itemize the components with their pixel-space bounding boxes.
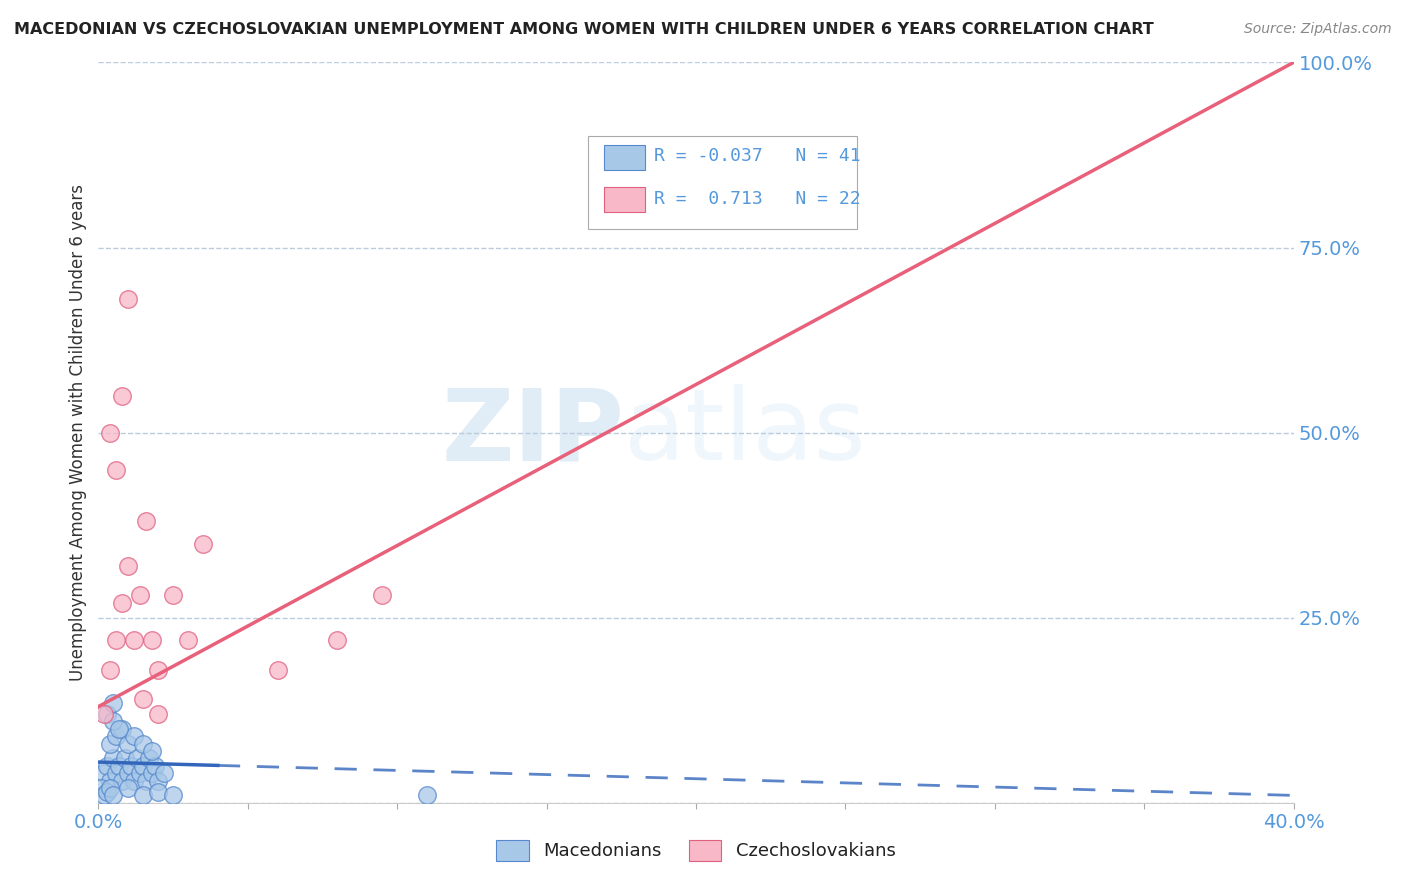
Text: R = -0.037   N = 41: R = -0.037 N = 41 <box>654 147 860 165</box>
Point <box>141 766 163 780</box>
Point <box>114 751 136 765</box>
Text: Source: ZipAtlas.com: Source: ZipAtlas.com <box>1244 22 1392 37</box>
Point <box>148 706 170 721</box>
Point <box>98 737 122 751</box>
Point <box>120 758 142 772</box>
Point <box>129 589 152 603</box>
Point <box>105 632 128 647</box>
Point <box>153 766 176 780</box>
Point <box>132 758 155 772</box>
Point <box>93 766 115 780</box>
Point <box>111 722 134 736</box>
Point <box>98 773 122 788</box>
Point <box>111 773 134 788</box>
Point <box>191 536 214 550</box>
Point <box>93 789 115 803</box>
Text: R =  0.713   N = 22: R = 0.713 N = 22 <box>654 190 860 209</box>
Point <box>148 773 170 788</box>
Point <box>111 388 134 402</box>
Point <box>108 758 131 772</box>
Point <box>105 766 128 780</box>
Text: atlas: atlas <box>624 384 866 481</box>
Point <box>96 758 118 772</box>
Point <box>117 780 139 795</box>
Point <box>96 785 118 799</box>
Point <box>96 706 118 721</box>
Point <box>138 751 160 765</box>
Point <box>117 293 139 307</box>
Point <box>98 663 122 677</box>
Point <box>108 722 131 736</box>
Legend: Macedonians, Czechoslovakians: Macedonians, Czechoslovakians <box>489 832 903 868</box>
Point <box>162 589 184 603</box>
Point <box>129 766 152 780</box>
Point <box>162 789 184 803</box>
Point <box>326 632 349 647</box>
Y-axis label: Unemployment Among Women with Children Under 6 years: Unemployment Among Women with Children U… <box>69 184 87 681</box>
Point <box>124 632 146 647</box>
Point <box>124 729 146 743</box>
Point <box>103 789 125 803</box>
Point <box>148 785 170 799</box>
Point <box>111 596 134 610</box>
FancyBboxPatch shape <box>605 145 644 169</box>
Point <box>103 714 125 729</box>
Point <box>98 425 122 440</box>
Text: ZIP: ZIP <box>441 384 624 481</box>
Point <box>98 780 122 795</box>
Point <box>148 663 170 677</box>
Point <box>132 737 155 751</box>
Point <box>127 751 149 765</box>
Point <box>135 515 157 529</box>
Point <box>267 663 290 677</box>
Text: MACEDONIAN VS CZECHOSLOVAKIAN UNEMPLOYMENT AMONG WOMEN WITH CHILDREN UNDER 6 YEA: MACEDONIAN VS CZECHOSLOVAKIAN UNEMPLOYME… <box>14 22 1154 37</box>
Point <box>177 632 200 647</box>
Point <box>105 462 128 476</box>
FancyBboxPatch shape <box>589 136 858 229</box>
Point <box>90 780 112 795</box>
Point <box>132 789 155 803</box>
Point <box>105 729 128 743</box>
Point <box>371 589 394 603</box>
Point <box>135 773 157 788</box>
Point <box>93 706 115 721</box>
Point <box>141 632 163 647</box>
Point <box>103 696 125 710</box>
FancyBboxPatch shape <box>605 186 644 212</box>
Point <box>117 766 139 780</box>
Point <box>143 758 166 772</box>
Point <box>124 773 146 788</box>
Point <box>117 558 139 573</box>
Point <box>132 692 155 706</box>
Point <box>103 751 125 765</box>
Point <box>141 744 163 758</box>
Point <box>416 789 439 803</box>
Point <box>117 737 139 751</box>
